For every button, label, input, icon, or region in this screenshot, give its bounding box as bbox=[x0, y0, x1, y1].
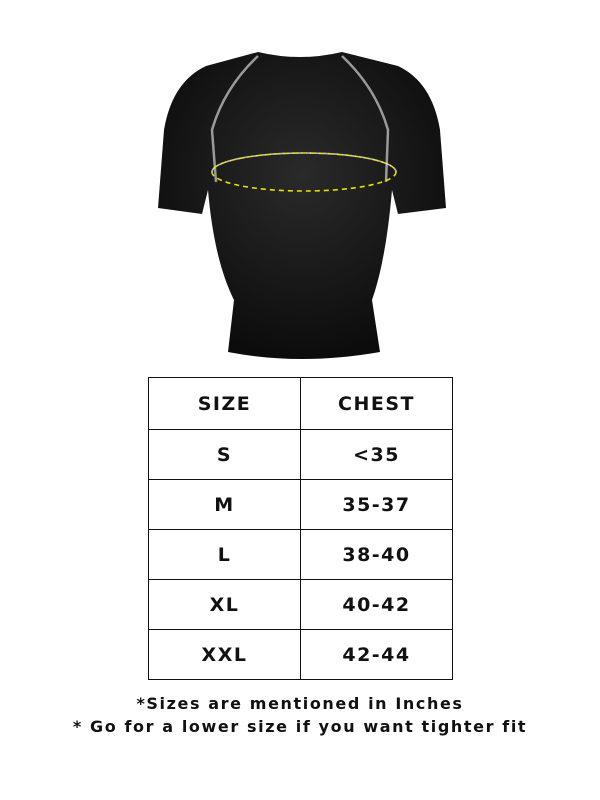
table-row: L 38-40 bbox=[148, 529, 453, 580]
chest-cell: 35-37 bbox=[300, 479, 453, 530]
raglan-seam-right bbox=[341, 55, 390, 183]
note-fit: * Go for a lower size if you want tighte… bbox=[72, 717, 528, 736]
shirt-body bbox=[158, 52, 446, 359]
table-row: S <35 bbox=[148, 429, 453, 480]
size-cell: L bbox=[148, 529, 301, 580]
header-chest: CHEST bbox=[300, 377, 453, 430]
size-cell: M bbox=[148, 479, 301, 530]
table-row: XL 40-42 bbox=[148, 579, 453, 630]
raglan-seam-left bbox=[210, 55, 259, 183]
chest-cell: 42-44 bbox=[300, 629, 453, 680]
size-cell: XL bbox=[148, 579, 301, 630]
size-chart-table: SIZE CHEST S <35 M 35-37 L 38-40 XL 40-42 XX… bbox=[148, 377, 453, 680]
table-header-row: SIZE CHEST bbox=[148, 377, 453, 430]
header-size: SIZE bbox=[148, 377, 301, 430]
chest-cell: 38-40 bbox=[300, 529, 453, 580]
note-units: *Sizes are mentioned in Inches bbox=[136, 694, 464, 713]
size-cell: XXL bbox=[148, 629, 301, 680]
table-row: XXL 42-44 bbox=[148, 629, 453, 680]
chest-cell: <35 bbox=[300, 429, 453, 480]
size-cell: S bbox=[148, 429, 301, 480]
chest-cell: 40-42 bbox=[300, 579, 453, 630]
table-row: M 35-37 bbox=[148, 479, 453, 530]
compression-shirt-image bbox=[158, 52, 446, 359]
